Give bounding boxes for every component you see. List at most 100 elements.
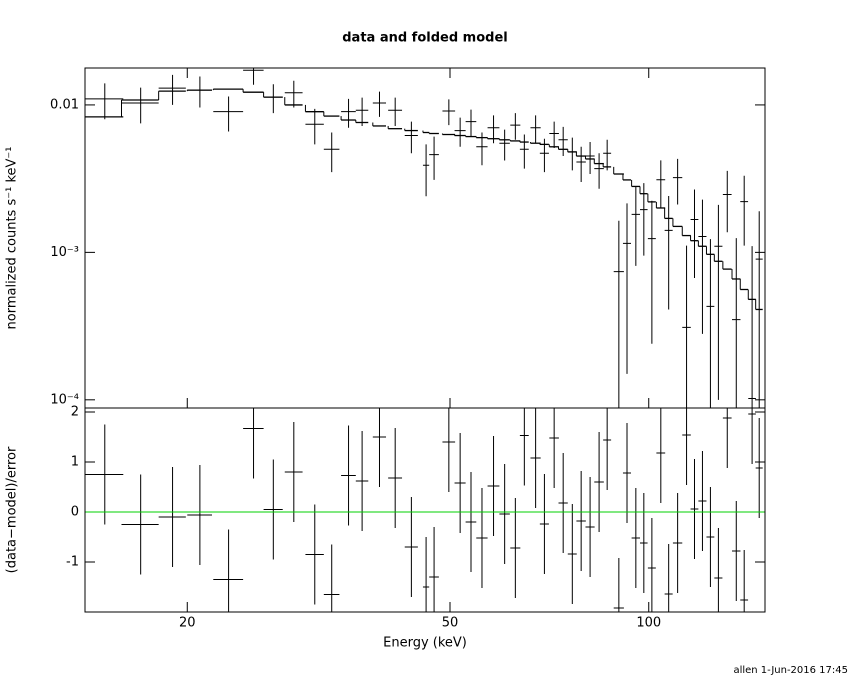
- data-point: [567, 137, 577, 171]
- residual-point: [323, 544, 340, 612]
- residual-point: [613, 558, 624, 612]
- bottom-data: [85, 408, 763, 612]
- data-point: [732, 238, 741, 408]
- data-point: [549, 121, 559, 149]
- data-point: [404, 121, 418, 154]
- data-point: [603, 139, 612, 171]
- residual-point: [305, 504, 324, 605]
- data-point: [158, 74, 186, 105]
- y-tick-label: 0.01: [50, 97, 79, 112]
- top-data: [85, 68, 763, 408]
- data-point: [755, 211, 763, 408]
- data-point: [740, 175, 749, 246]
- data-point: [388, 97, 403, 126]
- data-point: [748, 246, 756, 408]
- y-tick-label: 10⁻⁴: [50, 392, 79, 407]
- residual-point: [690, 459, 699, 559]
- data-point: [622, 203, 631, 374]
- data-point: [510, 113, 521, 140]
- residual-point: [388, 428, 403, 528]
- bottom-frame: [84, 407, 766, 613]
- data-point: [722, 170, 732, 233]
- data-point: [539, 138, 549, 173]
- residual-point: [640, 493, 648, 593]
- residual-point: [243, 408, 264, 479]
- data-point: [442, 99, 456, 126]
- residual-point: [341, 425, 356, 526]
- residual-point: [585, 477, 595, 577]
- residual-point: [647, 518, 656, 612]
- residual-point: [748, 408, 756, 464]
- residual-point: [263, 459, 283, 560]
- residual-point: [664, 544, 673, 612]
- x-tick-label: 100: [636, 616, 661, 631]
- data-point: [476, 132, 488, 166]
- data-point: [323, 132, 340, 173]
- residual-point: [549, 408, 559, 488]
- x-axis-label: Energy (keV): [383, 636, 467, 651]
- data-point: [187, 76, 212, 108]
- residual-point: [732, 501, 741, 601]
- data-point: [690, 189, 699, 279]
- data-point: [640, 183, 648, 256]
- residual-point: [121, 474, 159, 575]
- y-tick-label: 1: [71, 455, 79, 470]
- data-point: [519, 134, 529, 169]
- data-point: [85, 83, 124, 120]
- data-point: [664, 196, 673, 310]
- y-tick-label: 0: [71, 505, 79, 520]
- data-point: [305, 108, 324, 145]
- residual-point: [429, 527, 439, 612]
- data-point: [499, 129, 510, 161]
- data-point: [613, 220, 624, 408]
- residual-point: [706, 487, 715, 587]
- residual-point: [594, 432, 604, 532]
- residual-point: [442, 408, 456, 492]
- residual-point: [682, 408, 691, 485]
- plot-area: 20 50 100 0.01 10⁻³ 10⁻⁴2 1 0 -1: [50, 68, 765, 631]
- x-tick-label: 50: [442, 616, 459, 631]
- data-point: [647, 200, 656, 344]
- data-point: [706, 239, 715, 408]
- residual-point: [656, 408, 666, 503]
- data-point: [672, 158, 683, 205]
- data-point: [121, 87, 159, 124]
- residual-point: [213, 529, 244, 612]
- data-point: [243, 68, 264, 85]
- data-point: [422, 144, 430, 197]
- chart-title: data and folded model: [342, 31, 508, 46]
- data-point: [594, 153, 604, 189]
- data-point: [656, 160, 666, 208]
- residual-point: [567, 504, 577, 604]
- y-tick-label: -1: [66, 555, 79, 570]
- residual-point: [631, 488, 641, 588]
- data-point: [631, 186, 641, 266]
- residual-point: [722, 408, 732, 468]
- data-point: [585, 142, 595, 175]
- residual-point: [404, 497, 418, 597]
- residual-point: [355, 431, 369, 531]
- residual-point: [284, 422, 303, 522]
- y-tick-label: 10⁻³: [50, 245, 79, 260]
- residual-point: [510, 498, 521, 598]
- y-axis-label: (data−model)/error: [5, 446, 20, 573]
- data-point: [714, 204, 723, 400]
- data-point: [263, 84, 283, 114]
- residual-point: [499, 464, 510, 564]
- residual-point: [539, 474, 549, 574]
- residual-point: [476, 488, 488, 588]
- data-point: [372, 91, 387, 117]
- residual-point: [454, 433, 466, 533]
- data-point: [487, 115, 500, 144]
- residual-point: [603, 408, 612, 490]
- residual-point: [465, 472, 477, 572]
- data-point: [429, 136, 439, 180]
- residual-point: [698, 451, 707, 551]
- data-point: [558, 126, 568, 157]
- data-point: [454, 117, 466, 147]
- residual-point: [622, 423, 631, 523]
- residual-point: [187, 465, 212, 565]
- y-tick-label: 2: [71, 405, 79, 420]
- x-tick-label: 20: [179, 616, 196, 631]
